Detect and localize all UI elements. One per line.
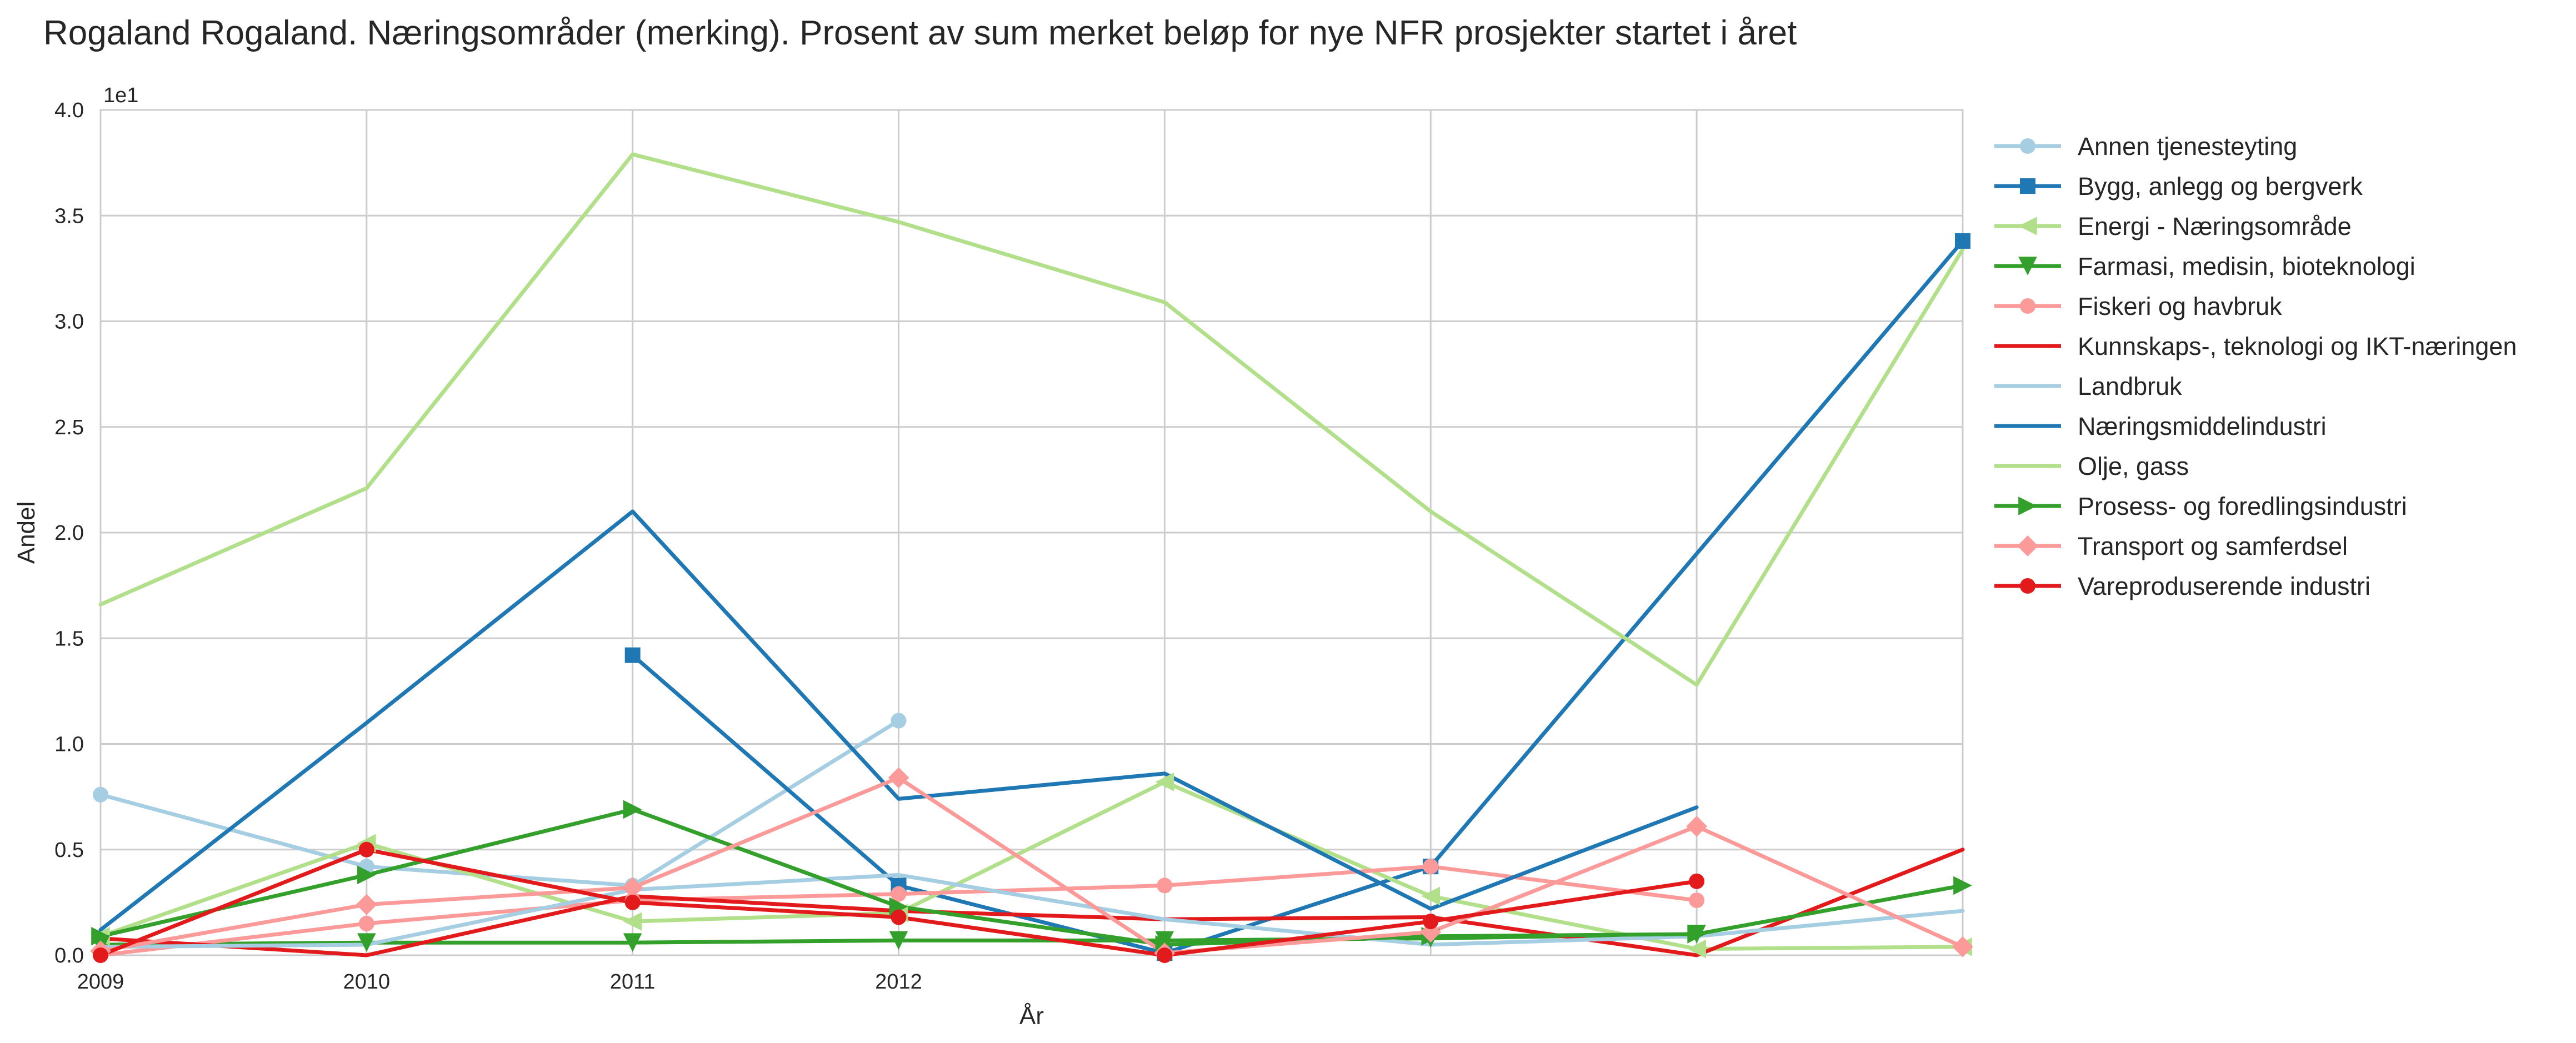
x-tick-labels: 2009 2010 2011 2012 (77, 970, 922, 994)
series-11-line (98, 775, 1965, 955)
legend-item: Energi - Næringsområde (1994, 212, 2352, 240)
series-5-marker (1689, 892, 1705, 909)
legend-item: Landbruk (1994, 372, 2182, 400)
legend-item: Bygg, anlegg og bergverk (1994, 172, 2363, 200)
legend-item: Transport og samferdsel (1994, 532, 2348, 560)
legend-label: Annen tjenesteyting (2078, 132, 2297, 161)
y-tick-label: 1.5 (54, 627, 84, 650)
legend-swatch-marker (2017, 535, 2038, 556)
series-12-marker (1157, 947, 1173, 963)
series-11-marker (356, 894, 377, 915)
x-tick-label: 2011 (610, 970, 656, 994)
legend-swatch-marker (2020, 138, 2035, 154)
series-12-marker (1423, 914, 1439, 930)
series-12-marker (624, 894, 641, 910)
series-10-marker (91, 926, 110, 946)
marker-group (90, 233, 1973, 964)
series-9-line (98, 152, 1965, 687)
legend-item: Næringsmiddelindustri (1994, 412, 2327, 440)
series-12-marker (358, 841, 374, 858)
legend-label: Fiskeri og havbruk (2078, 292, 2282, 320)
series-3-marker (1155, 773, 1174, 791)
series-12-marker (891, 909, 907, 925)
series-3-line (98, 780, 1965, 951)
series-11-marker (888, 767, 909, 789)
legend-label: Vareproduserende industri (2078, 572, 2370, 600)
y-offset-label: 1e1 (103, 84, 138, 107)
legend-item: Prosess- og foredlingsindustri (1994, 492, 2407, 520)
legend-label: Olje, gass (2078, 452, 2189, 480)
series-5-marker (891, 886, 907, 902)
series-10-marker (1687, 925, 1706, 944)
legend-item: Annen tjenesteyting (1994, 132, 2297, 161)
y-axis-label: Andel (13, 502, 40, 564)
y-tick-label: 0.5 (54, 839, 84, 862)
grid-lines (99, 109, 1964, 956)
legend-label: Transport og samferdsel (2078, 532, 2348, 560)
series-1-marker (93, 786, 108, 803)
series-10-marker (623, 800, 642, 819)
series-8-line (98, 509, 1699, 932)
series-4-marker (889, 931, 908, 950)
legend-swatch-marker (2018, 257, 2037, 275)
series-10-marker (1953, 876, 1972, 895)
y-tick-label: 3.0 (54, 310, 84, 334)
legend-label: Landbruk (2078, 372, 2182, 400)
series-11-marker (1686, 815, 1708, 837)
y-tick-label: 2.0 (54, 522, 84, 545)
legend: Annen tjenesteyting Bygg, anlegg og bergv… (1994, 132, 2517, 600)
legend-label: Energi - Næringsområde (2078, 212, 2352, 240)
x-tick-label: 2012 (875, 970, 922, 994)
series-2-marker (1955, 233, 1970, 249)
y-tick-label: 3.5 (54, 204, 84, 228)
series-3-marker (623, 912, 642, 931)
y-tick-label: 0.0 (54, 944, 84, 967)
legend-swatch-marker (2018, 217, 2037, 235)
series-11-marker (1952, 936, 1973, 957)
legend-item: Fiskeri og havbruk (1994, 292, 2282, 320)
series-12-marker (93, 947, 108, 963)
series-4-marker (623, 933, 642, 952)
series-10-line (98, 808, 1965, 947)
series-5-marker (1423, 859, 1439, 875)
x-tick-label: 2010 (343, 970, 391, 994)
series-3-marker (1687, 939, 1706, 959)
legend-item: Farmasi, medisin, bioteknologi (1994, 252, 2415, 280)
legend-label: Farmasi, medisin, bioteknologi (2078, 252, 2415, 280)
series-12-marker (1689, 873, 1705, 889)
series-3-marker (1421, 886, 1440, 906)
legend-label: Kunnskaps-, teknologi og IKT-næringen (2078, 332, 2517, 360)
y-tick-labels: 0.0 0.5 1.0 1.5 2.0 2.5 3.0 3.5 4.0 (54, 99, 84, 967)
y-tick-label: 1.0 (54, 733, 84, 756)
series-5-marker (1157, 877, 1173, 894)
series-6-line (98, 848, 1965, 957)
legend-item: Olje, gass (1994, 452, 2189, 480)
legend-label: Prosess- og foredlingsindustri (2078, 492, 2407, 520)
legend-swatch-marker (2020, 298, 2035, 314)
legend-swatch-marker (2018, 497, 2037, 515)
series-5-marker (358, 915, 374, 931)
chart-title: Rogaland Rogaland. Næringsområder (merki… (43, 14, 1797, 52)
series-7-line (98, 872, 1965, 949)
series-11-marker (622, 877, 643, 899)
legend-swatch-marker (2020, 578, 2035, 594)
legend-item: Vareproduserende industri (1994, 572, 2370, 600)
y-tick-label: 2.5 (54, 416, 84, 439)
legend-label: Næringsmiddelindustri (2078, 412, 2327, 440)
legend-swatch-marker (2020, 178, 2035, 194)
series-10-marker (357, 865, 376, 885)
x-axis-label: År (1019, 1002, 1044, 1030)
y-tick-label: 4.0 (54, 99, 84, 122)
series-4-marker (357, 933, 376, 952)
x-tick-label: 2009 (77, 970, 124, 994)
legend-label: Bygg, anlegg og bergverk (2078, 172, 2363, 200)
series-2-marker (624, 647, 641, 663)
legend-item: Kunnskaps-, teknologi og IKT-næringen (1994, 332, 2517, 360)
series-1-marker (891, 713, 907, 729)
